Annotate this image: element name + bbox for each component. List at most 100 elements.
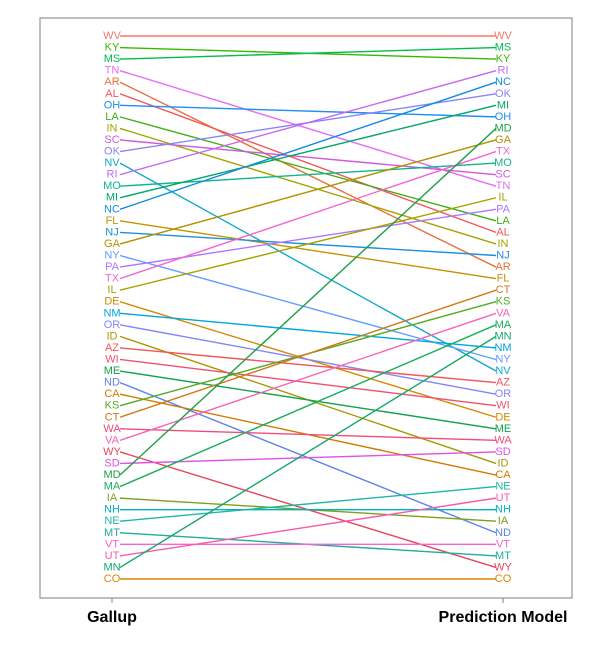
line-il bbox=[119, 197, 497, 291]
right-label-co: CO bbox=[495, 573, 512, 585]
line-al bbox=[119, 93, 497, 234]
right-label-va: VA bbox=[496, 307, 511, 319]
right-label-ar: AR bbox=[495, 261, 510, 273]
line-va bbox=[119, 312, 497, 442]
left-label-mo: MO bbox=[103, 180, 121, 192]
line-tx bbox=[119, 150, 497, 280]
line-me bbox=[119, 370, 497, 430]
left-label-nh: NH bbox=[104, 504, 120, 516]
left-label-me: ME bbox=[104, 365, 121, 377]
left-label-tn: TN bbox=[105, 65, 120, 77]
left-label-mi: MI bbox=[106, 192, 118, 204]
right-label-az: AZ bbox=[496, 377, 510, 389]
right-label-ri: RI bbox=[498, 65, 509, 77]
right-label-de: DE bbox=[495, 411, 510, 423]
right-label-ut: UT bbox=[496, 492, 511, 504]
line-ct bbox=[119, 289, 497, 418]
left-label-co: CO bbox=[104, 573, 121, 585]
right-label-sd: SD bbox=[495, 446, 510, 458]
left-label-va: VA bbox=[105, 434, 120, 446]
right-label-wa: WA bbox=[494, 434, 512, 446]
line-nc bbox=[119, 81, 497, 210]
right-label-mo: MO bbox=[494, 157, 512, 169]
left-label-ri: RI bbox=[107, 169, 118, 181]
line-ma bbox=[119, 324, 497, 488]
line-wa bbox=[119, 428, 497, 442]
line-wi bbox=[119, 358, 497, 407]
left-label-nv: NV bbox=[104, 157, 120, 169]
left-label-ms: MS bbox=[104, 53, 121, 65]
right-label-mi: MI bbox=[497, 99, 509, 111]
left-label-ar: AR bbox=[104, 76, 119, 88]
left-label-ny: NY bbox=[104, 250, 120, 262]
right-label-mt: MT bbox=[495, 550, 511, 562]
right-label-oh: OH bbox=[495, 111, 512, 123]
line-sc bbox=[119, 139, 497, 176]
left-label-az: AZ bbox=[105, 342, 119, 354]
left-label-nc: NC bbox=[104, 203, 120, 215]
left-label-md: MD bbox=[103, 469, 120, 481]
line-sd bbox=[119, 451, 497, 465]
slope-lines bbox=[119, 35, 497, 580]
line-fl bbox=[119, 220, 497, 280]
left-label-ma: MA bbox=[104, 481, 121, 493]
line-nm bbox=[119, 312, 497, 349]
right-label-nm: NM bbox=[494, 342, 511, 354]
left-label-la: LA bbox=[105, 111, 119, 123]
line-ri bbox=[119, 69, 497, 176]
left-label-vt: VT bbox=[105, 538, 119, 550]
right-label-ky: KY bbox=[496, 53, 511, 65]
left-label-ky: KY bbox=[105, 42, 120, 54]
line-mi bbox=[119, 104, 497, 199]
right-label-nc: NC bbox=[495, 76, 511, 88]
left-label-il: IL bbox=[107, 284, 116, 296]
right-label-vt: VT bbox=[496, 538, 510, 550]
right-label-in: IN bbox=[498, 238, 509, 250]
right-label-sc: SC bbox=[495, 169, 510, 181]
x-axis-label-gallup: Gallup bbox=[87, 609, 137, 626]
left-label-ks: KS bbox=[105, 400, 120, 412]
right-label-ks: KS bbox=[496, 296, 511, 308]
left-label-id: ID bbox=[107, 330, 118, 342]
left-label-or: OR bbox=[104, 319, 121, 331]
right-label-id: ID bbox=[498, 457, 509, 469]
line-or bbox=[119, 324, 497, 395]
right-label-pa: PA bbox=[496, 203, 511, 215]
left-label-in: IN bbox=[107, 122, 118, 134]
right-label-ma: MA bbox=[495, 319, 512, 331]
right-label-al: AL bbox=[496, 226, 509, 238]
right-label-ny: NY bbox=[495, 353, 511, 365]
line-in bbox=[119, 127, 497, 245]
right-label-nh: NH bbox=[495, 504, 511, 516]
left-label-tx: TX bbox=[105, 273, 120, 285]
left-label-de: DE bbox=[104, 296, 119, 308]
line-ga bbox=[119, 139, 497, 245]
right-label-nd: ND bbox=[495, 527, 511, 539]
right-label-wy: WY bbox=[494, 561, 512, 573]
right-label-tx: TX bbox=[496, 146, 511, 158]
left-label-sd: SD bbox=[104, 457, 119, 469]
left-label-wv: WV bbox=[103, 30, 121, 42]
right-label-md: MD bbox=[494, 122, 511, 134]
left-label-mt: MT bbox=[104, 527, 120, 539]
right-label-me: ME bbox=[495, 423, 512, 435]
plot-panel bbox=[39, 17, 573, 599]
left-label-ok: OK bbox=[104, 146, 121, 158]
right-label-tn: TN bbox=[496, 180, 511, 192]
right-label-la: LA bbox=[496, 215, 510, 227]
right-label-ca: CA bbox=[495, 469, 511, 481]
line-ms bbox=[119, 46, 497, 60]
left-label-mn: MN bbox=[103, 561, 120, 573]
line-la bbox=[119, 116, 497, 222]
right-label-wv: WV bbox=[494, 30, 512, 42]
line-mn bbox=[119, 335, 497, 569]
right-label-ia: IA bbox=[498, 515, 509, 527]
line-oh bbox=[119, 104, 497, 118]
line-md bbox=[119, 127, 497, 476]
left-state-labels: WVKYMSTNARALOHLAINSCOKNVRIMOMINCFLNJGANY… bbox=[103, 30, 121, 585]
left-label-ca: CA bbox=[104, 388, 120, 400]
line-nv bbox=[119, 162, 497, 372]
right-label-or: OR bbox=[495, 388, 512, 400]
line-az bbox=[119, 347, 497, 384]
